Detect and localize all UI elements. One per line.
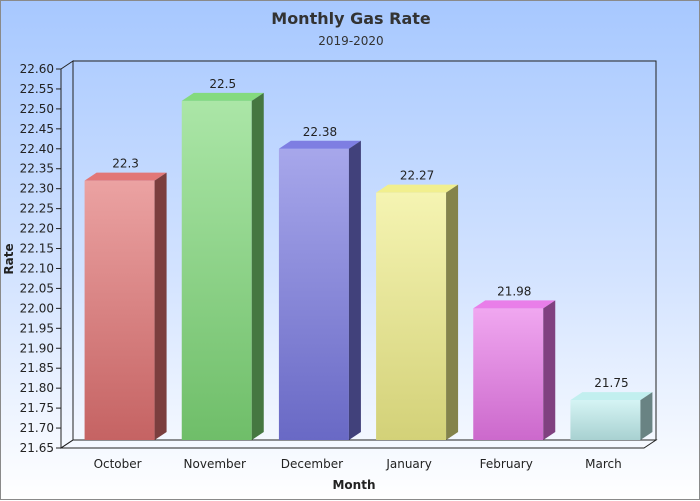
y-tick-label: 22.25 — [20, 202, 54, 216]
floor — [59, 439, 658, 449]
x-tick-label: March — [585, 457, 622, 471]
bar-side — [543, 300, 556, 440]
y-tick-label: 22.50 — [20, 102, 54, 116]
y-tick-label: 21.70 — [20, 421, 54, 435]
bar-top — [570, 392, 653, 401]
bar-top — [84, 172, 167, 181]
x-tick-label: December — [281, 457, 343, 471]
x-tick-label: October — [94, 457, 142, 471]
bar-top — [278, 140, 361, 149]
chart-title: Monthly Gas Rate — [271, 9, 431, 28]
y-tick-label: 22.15 — [20, 242, 54, 256]
data-label: 22.27 — [400, 169, 434, 183]
y-tick-label: 22.00 — [20, 301, 54, 315]
y-tick-label: 22.40 — [20, 142, 54, 156]
bar-side — [446, 184, 459, 440]
data-label: 21.75 — [594, 376, 628, 390]
bar-december: 22.38 — [278, 125, 361, 440]
x-axis-title: Month — [332, 478, 375, 492]
bar-november: 22.5 — [181, 77, 264, 440]
bar-front — [473, 308, 544, 440]
data-label: 21.98 — [497, 284, 531, 298]
bar-top — [181, 92, 264, 101]
y-tick-label: 21.90 — [20, 341, 54, 355]
bar-front — [84, 180, 155, 440]
y-axis-title: Rate — [2, 243, 16, 274]
bar-top — [473, 300, 556, 309]
y-tick-label: 22.10 — [20, 261, 54, 275]
y-tick-label: 22.20 — [20, 222, 54, 236]
y-tick-label: 22.05 — [20, 281, 54, 295]
left-wall — [60, 60, 74, 449]
y-tick-label: 21.65 — [20, 441, 54, 455]
data-label: 22.38 — [303, 125, 337, 139]
x-tick-label: February — [480, 457, 533, 471]
bar-side — [348, 140, 361, 440]
bar-front — [376, 192, 447, 440]
bar-march: 21.75 — [570, 376, 653, 440]
data-label: 22.3 — [112, 157, 139, 171]
y-tick-label: 21.85 — [20, 361, 54, 375]
bar-october: 22.3 — [84, 157, 167, 440]
bar-side — [640, 392, 653, 440]
bar-front — [181, 100, 252, 440]
y-tick-label: 22.60 — [20, 62, 54, 76]
y-tick-label: 21.75 — [20, 401, 54, 415]
y-tick-label: 22.30 — [20, 182, 54, 196]
y-tick-label: 22.55 — [20, 82, 54, 96]
y-tick-label: 21.80 — [20, 381, 54, 395]
x-tick-label: January — [385, 457, 432, 471]
data-label: 22.5 — [209, 77, 236, 91]
x-tick-label: November — [184, 457, 246, 471]
bar-february: 21.98 — [473, 284, 556, 440]
bar-front — [570, 400, 641, 440]
y-tick-label: 22.45 — [20, 122, 54, 136]
bar-january: 22.27 — [376, 169, 459, 440]
y-tick-label: 22.35 — [20, 162, 54, 176]
bar-side — [154, 172, 167, 440]
bar-top — [376, 184, 459, 193]
bar-front — [278, 148, 349, 440]
chart-subtitle: 2019-2020 — [318, 34, 384, 48]
bar-side — [251, 92, 264, 440]
y-tick-label: 21.95 — [20, 321, 54, 335]
